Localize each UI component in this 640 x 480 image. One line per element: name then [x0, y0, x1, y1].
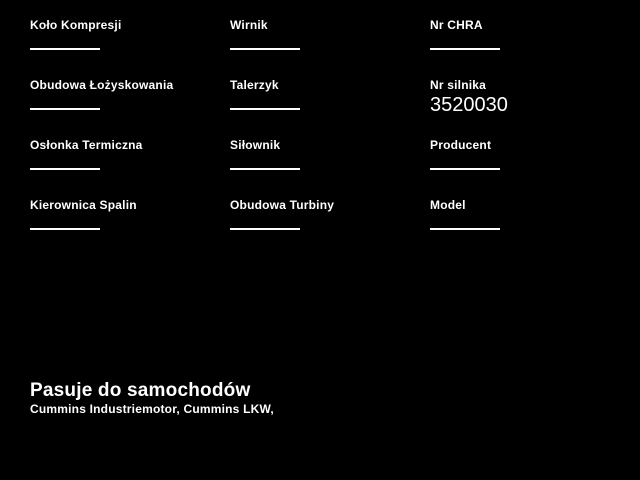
compatibility-models-list: Cummins Industriemotor, Cummins LKW, — [30, 402, 274, 416]
empty-value-line — [230, 228, 300, 230]
field-label: Nr CHRA — [430, 18, 483, 32]
field-talerzyk: Talerzyk — [230, 78, 430, 138]
empty-value-line — [230, 108, 300, 110]
empty-value-line — [430, 168, 500, 170]
field-kolo-kompresji: Koło Kompresji — [30, 18, 230, 78]
empty-value-line — [30, 48, 100, 50]
field-nr-chra: Nr CHRA — [430, 18, 630, 78]
empty-value-line — [430, 48, 500, 50]
empty-value-line — [30, 168, 100, 170]
field-label: Obudowa Turbiny — [230, 198, 335, 212]
empty-value-line — [430, 228, 500, 230]
field-label: Koło Kompresji — [30, 18, 122, 32]
field-obudowa-lozyskowania: Obudowa Łożyskowania — [30, 78, 230, 138]
field-obudowa-turbiny: Obudowa Turbiny — [230, 198, 430, 258]
field-nr-silnika: Nr silnika 3520030 — [430, 78, 630, 138]
empty-value-line — [230, 48, 300, 50]
field-label: Model — [430, 198, 466, 212]
parts-fields-grid: Koło Kompresji Wirnik Nr CHRA Obudowa Ło… — [30, 18, 630, 258]
field-label: Kierownica Spalin — [30, 198, 137, 212]
field-wirnik: Wirnik — [230, 18, 430, 78]
field-kierownica-spalin: Kierownica Spalin — [30, 198, 230, 258]
field-label: Producent — [430, 138, 492, 152]
empty-value-line — [230, 168, 300, 170]
empty-value-line — [30, 228, 100, 230]
engine-number-value: 3520030 — [430, 94, 508, 116]
field-label: Talerzyk — [230, 78, 279, 92]
compatibility-section: Pasuje do samochodów Cummins Industriemo… — [30, 380, 274, 416]
field-label: Siłownik — [230, 138, 281, 152]
field-label: Nr silnika — [430, 78, 487, 92]
field-label: Wirnik — [230, 18, 268, 32]
empty-value-line — [30, 108, 100, 110]
field-label: Osłonka Termiczna — [30, 138, 143, 152]
field-producent: Producent — [430, 138, 630, 198]
compatibility-heading: Pasuje do samochodów — [30, 380, 251, 401]
field-label: Obudowa Łożyskowania — [30, 78, 174, 92]
field-oslonka-termiczna: Osłonka Termiczna — [30, 138, 230, 198]
field-silownik: Siłownik — [230, 138, 430, 198]
field-model: Model — [430, 198, 630, 258]
